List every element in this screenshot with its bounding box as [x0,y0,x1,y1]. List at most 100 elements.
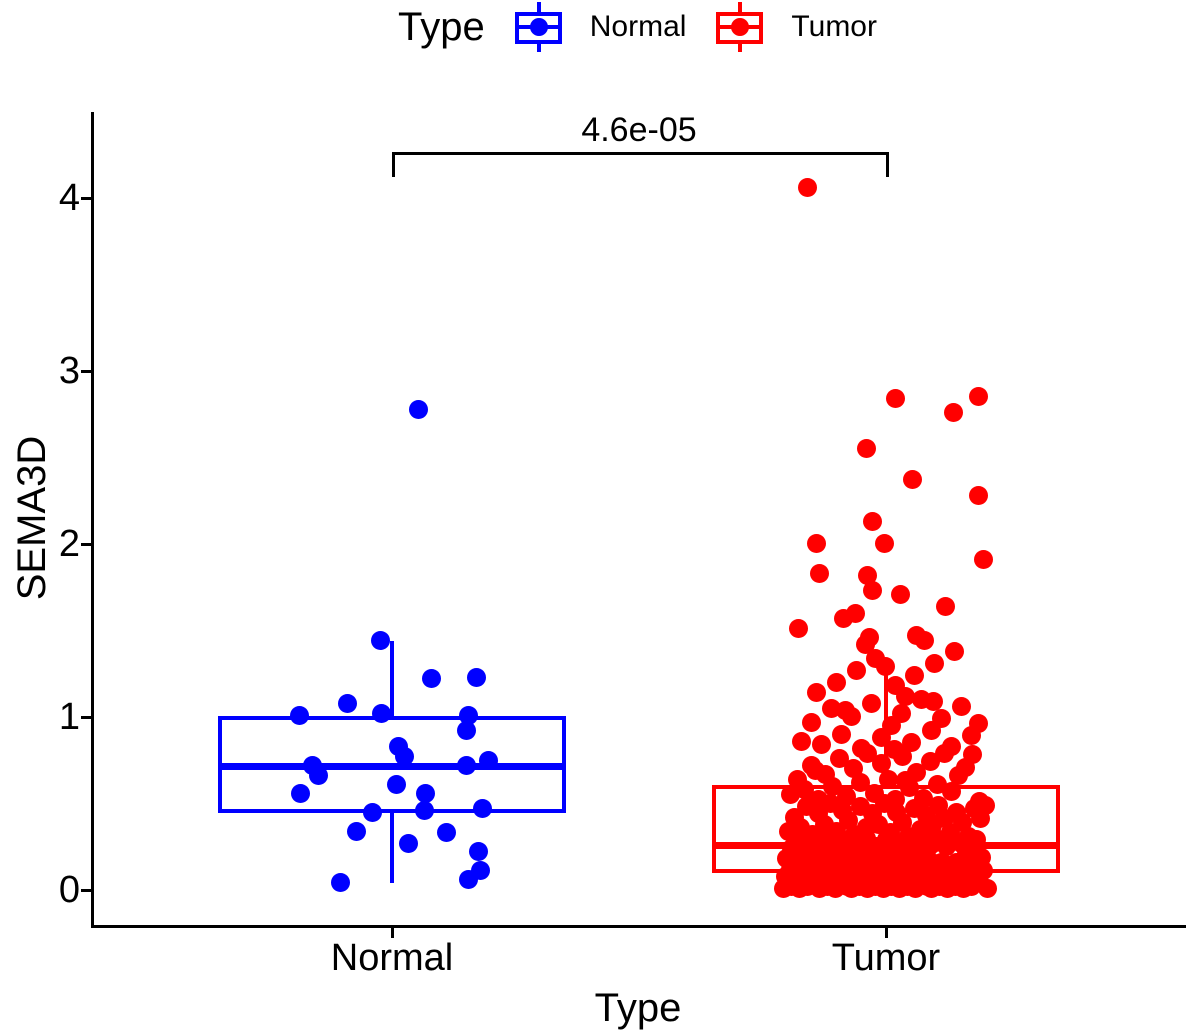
jitter-point-tumor [806,761,825,780]
jitter-point-normal [457,756,476,775]
lg-dot [731,18,750,36]
y-tick [81,889,91,892]
jitter-point-tumor [891,585,910,604]
jitter-point-tumor [893,747,912,766]
jitter-point-normal [469,842,488,861]
jitter-point-normal [416,784,435,803]
jitter-point-normal [347,822,366,841]
y-tick-label: 4 [58,177,80,219]
y-tick [81,370,91,373]
jitter-point-tumor [812,735,831,754]
jitter-point-tumor [876,657,895,676]
jitter-point-tumor [936,597,955,616]
jitter-point-tumor [903,470,922,489]
jitter-point-tumor [925,654,944,673]
jitter-point-tumor [863,581,882,600]
jitter-point-tumor [932,709,951,728]
y-tick-label: 3 [58,350,80,392]
jitter-point-tumor [872,754,891,773]
jitter-point-tumor [942,782,961,801]
median-normal [218,763,566,770]
jitter-point-tumor [915,631,934,650]
jitter-point-tumor [935,744,954,763]
boxplot-key-icon [514,2,562,52]
jitter-point-tumor [807,534,826,553]
jitter-point-normal [422,669,441,688]
legend-item-tumor: Tumor [716,2,877,52]
jitter-point-tumor [807,683,826,702]
jitter-point-tumor [945,642,964,661]
jitter-point-normal [473,799,492,818]
jitter-point-tumor [967,830,986,849]
jitter-point-tumor [879,770,898,789]
jitter-point-tumor [798,178,817,197]
legend-items: Normal Tumor [514,2,877,52]
jitter-point-tumor [836,701,855,720]
y-tick-label: 2 [58,523,80,565]
legend: Type Normal Tumor [86,0,1189,54]
boxplot-key-icon [716,2,764,52]
x-tick-label-normal: Normal [330,937,454,979]
jitter-point-normal [291,784,310,803]
jitter-point-tumor [851,773,870,792]
jitter-point-tumor [944,403,963,422]
jitter-point-tumor [858,566,877,585]
jitter-point-normal [363,803,382,822]
jitter-point-tumor [827,673,846,692]
x-axis-line [91,925,1186,928]
y-tick [81,543,91,546]
jitter-point-tumor [792,732,811,751]
x-tick [391,928,394,938]
x-tick-label-tumor: Tumor [831,937,941,979]
jitter-point-tumor [863,512,882,531]
jitter-point-tumor [834,609,853,628]
jitter-point-tumor [875,534,894,553]
significance-label: 4.6e-05 [581,111,697,149]
legend-title: Type [398,4,485,49]
jitter-point-tumor [969,387,988,406]
jitter-point-tumor [886,389,905,408]
jitter-point-normal [338,694,357,713]
whisker-lower-normal [390,813,394,883]
jitter-point-normal [415,801,434,820]
jitter-point-tumor [924,692,943,711]
x-axis-title: Type [594,986,682,1030]
jitter-point-tumor [963,745,982,764]
jitter-point-normal [457,721,476,740]
jitter-point-normal [309,766,328,785]
jitter-point-tumor [892,704,911,723]
jitter-point-tumor [847,661,866,680]
jitter-point-tumor [974,550,993,569]
y-tick [81,197,91,200]
jitter-point-tumor [978,879,997,898]
jitter-point-normal [371,631,390,650]
jitter-point-normal [459,870,478,889]
jitter-point-normal [331,873,350,892]
legend-item-label: Normal [589,10,687,43]
jitter-point-tumor [802,713,821,732]
jitter-point-tumor [969,486,988,505]
jitter-point-normal [467,668,486,687]
jitter-point-normal [372,704,391,723]
whisker-upper-normal [390,641,394,716]
jitter-point-normal [387,775,406,794]
jitter-point-tumor [810,564,829,583]
significance-bracket-right [886,152,889,177]
jitter-point-tumor [969,714,988,733]
jitter-point-tumor [857,439,876,458]
y-tick [81,716,91,719]
jitter-point-tumor [832,725,851,744]
jitter-point-tumor [789,619,808,638]
jitter-point-tumor [856,635,875,654]
jitter-point-normal [459,706,478,725]
jitter-point-normal [399,834,418,853]
significance-bracket-top [392,152,889,155]
jitter-point-normal [437,823,456,842]
legend-item-label: Tumor [791,10,877,43]
jitter-point-tumor [896,687,915,706]
jitter-point-normal [409,400,428,419]
y-axis-title: SEMA3D [10,435,54,601]
jitter-point-tumor [905,666,924,685]
jitter-point-normal [479,751,498,770]
